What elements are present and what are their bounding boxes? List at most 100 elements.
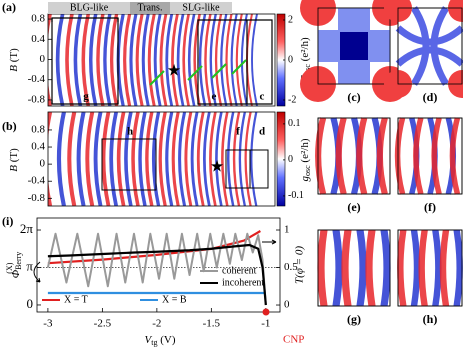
fringe [81, 14, 90, 106]
stripe [453, 229, 463, 307]
legend-label: incoherent [222, 277, 264, 288]
unit: (T) [8, 48, 20, 62]
region-label: SLG-like [182, 2, 220, 13]
fringe [196, 112, 205, 206]
map [317, 229, 391, 307]
blob [395, 6, 463, 86]
region-label: BLG-like [70, 2, 109, 13]
fringe [131, 112, 140, 206]
fringe [116, 112, 126, 206]
map [397, 229, 463, 307]
fringe [204, 14, 212, 106]
box-label: f [236, 126, 240, 138]
fringe [85, 112, 95, 206]
fringe [123, 14, 132, 106]
panel-label: (i) [2, 214, 13, 228]
fringe [159, 14, 168, 106]
colorbar-tick-label: -0.1 [288, 190, 304, 201]
fringe [55, 14, 65, 106]
region-band [48, 2, 130, 14]
y-tick-label: 0.8 [31, 13, 45, 25]
arrow [33, 261, 41, 283]
fringe [226, 112, 235, 206]
symbol: V [145, 334, 153, 346]
x-tick-label: -2.5 [94, 318, 112, 330]
legend-label: coherent [222, 265, 257, 276]
box-label: d [259, 126, 265, 138]
fringe [209, 14, 217, 106]
panel-label: (b) [2, 119, 17, 133]
fringe [151, 112, 161, 206]
stripe [449, 117, 461, 195]
stripe [376, 117, 388, 195]
stripe [431, 117, 442, 195]
y-tick-label: 0 [40, 53, 46, 65]
fringe [65, 14, 74, 106]
fringe [135, 14, 144, 106]
map [394, 117, 461, 195]
colorbar-tick-label: 0.1 [288, 118, 301, 129]
panel-label: (a) [2, 0, 16, 14]
panel-label: (e) [347, 200, 360, 214]
colorbar-tick-label: -2 [288, 94, 296, 105]
y-tick-label: -0.4 [28, 73, 46, 85]
fringe [103, 14, 112, 106]
region-label: Trans. [138, 2, 163, 13]
y-tick-label: 0.8 [31, 123, 45, 135]
fringe [235, 14, 243, 106]
unit: (T) [8, 148, 20, 162]
arrow [149, 70, 165, 86]
subscript: osc [303, 165, 312, 176]
subscript: tg [151, 338, 157, 347]
fringe [89, 14, 98, 106]
y-axis-label: B (T) [8, 148, 20, 172]
y-tick-label: π [26, 258, 33, 273]
stripe [380, 229, 391, 307]
fringe [56, 112, 66, 206]
blob [340, 32, 368, 60]
fringe [221, 112, 229, 206]
stripe [341, 229, 352, 307]
fringe [158, 112, 167, 206]
fringe [250, 112, 258, 206]
fringe [109, 112, 119, 206]
region-band [130, 2, 170, 14]
fringe [101, 112, 111, 206]
box-label: e [212, 91, 217, 103]
fringe [178, 112, 187, 206]
fringe [209, 112, 217, 206]
x-tick-label: -1 [261, 318, 270, 330]
y-axis-label: ΦBerry(X) [5, 252, 23, 279]
superscript: (X) [5, 262, 14, 273]
map [300, 0, 408, 102]
map-frame [397, 7, 463, 85]
y-tick-label: 0 [27, 296, 34, 311]
map-frame [317, 229, 391, 307]
map-frame [397, 117, 463, 195]
colorbar [276, 111, 286, 207]
fringe [76, 112, 86, 206]
fringe [220, 14, 228, 106]
y-tick-label: -0.8 [28, 93, 46, 105]
fringe [96, 14, 105, 106]
subscript: Berry [14, 252, 23, 270]
subscript: osc [303, 64, 312, 75]
map-bg [397, 7, 463, 85]
y-tick-label: 0.4 [31, 33, 45, 45]
map-frame [317, 7, 391, 85]
fringe [153, 14, 162, 106]
arrow [262, 239, 277, 245]
symbol: Φ [10, 269, 22, 278]
fringe [93, 112, 103, 206]
frame [47, 111, 276, 207]
y2-tick-label: 1 [284, 224, 290, 236]
fringe [215, 112, 223, 206]
fringe [240, 14, 248, 106]
y-tick-label: 0 [40, 158, 46, 170]
stripe [397, 229, 407, 307]
x-tick-label: -2 [152, 318, 161, 330]
map-bg [397, 229, 463, 307]
fringe [73, 14, 83, 106]
stripe [413, 117, 424, 195]
